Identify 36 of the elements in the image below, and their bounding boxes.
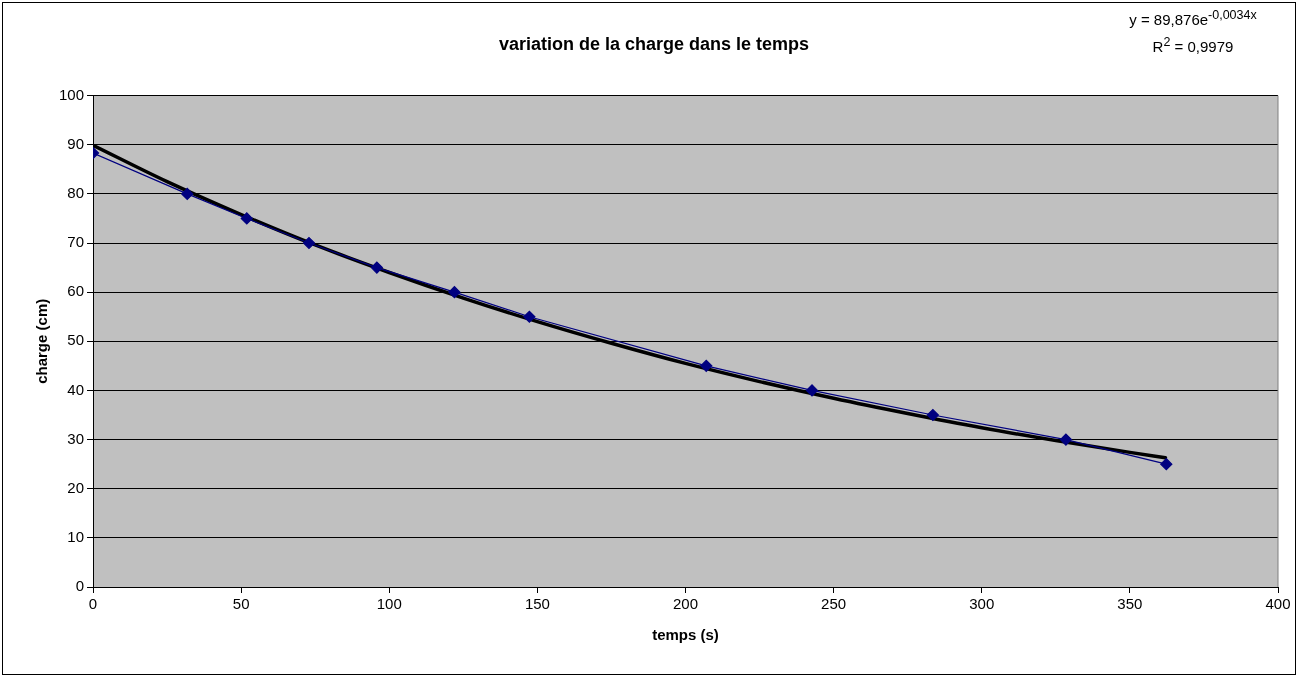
point [1059,433,1072,446]
point [700,359,713,372]
point [181,187,194,200]
y-tick-label: 50 [67,331,85,349]
y-axis-title: charge (cm) [33,298,51,384]
point [240,212,253,225]
point [370,261,383,274]
y-tick-label: 100 [59,85,85,103]
point [926,408,939,422]
x-tick-label: 400 [1265,595,1291,613]
y-tick-label: 0 [75,577,85,595]
x-axis-title: temps (s) [652,626,719,644]
text: R$^{2}$ = 0,9979 [1151,35,1235,55]
y-tick-label: 10 [67,528,85,545]
x-tick-label: 50 [232,595,250,613]
x-tick-label: 150 [524,595,550,613]
y-tick-label: 40 [67,380,85,398]
x-tick-label: 200 [673,595,699,613]
point [523,310,536,323]
y-tick-label: 30 [67,429,85,447]
point [448,286,461,299]
x-tick-label: 350 [1117,595,1143,613]
y-tick-label: 90 [67,134,85,152]
y-tick-label: 70 [67,233,85,251]
point [1160,458,1173,471]
y-tick-label: 60 [67,282,85,300]
y-tick-label: 20 [67,478,85,496]
y-tick-label: 80 [67,184,85,202]
text: y = 89,876e$^{-0,0034x}$ [1128,8,1258,28]
x-tick-label: 100 [376,595,402,613]
point [805,384,819,397]
x-tick-label: 250 [821,595,847,613]
chart-title: variation de la charge dans le temps [498,33,810,54]
x-tick-label: 300 [969,595,995,613]
point [302,236,316,250]
x-tick-label: 0 [88,595,98,613]
